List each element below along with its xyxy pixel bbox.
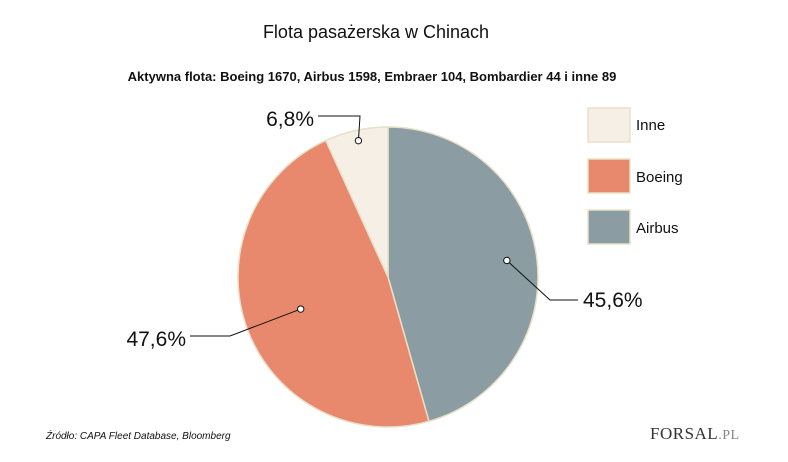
leader-dot-inne [354,136,363,145]
leader-line-boeing [190,308,301,337]
pie-slice-inne [324,126,389,278]
leader-dot-airbus [503,256,511,265]
logo-main: FORSAL [650,424,719,443]
pie-slice-airbus [387,126,539,423]
pie-slice-boeing [237,139,430,428]
legend-label-airbus: Airbus [636,220,679,237]
logo-suffix: .PL [718,428,740,443]
leader-dot-boeing [296,305,305,313]
source-note: Źródło: CAPA Fleet Database, Bloomberg [46,431,231,442]
data-label-inne: 6,8% [266,108,314,131]
data-label-airbus: 45,6% [583,289,643,312]
forsal-logo: FORSAL.PL [650,424,740,444]
data-label-boeing: 47,6% [126,328,186,351]
legend-label-boeing: Boeing [636,169,683,186]
leader-line-inne [318,115,361,141]
legend-swatch-airbus [587,209,631,245]
legend-swatch-boeing [587,158,631,194]
leader-line-airbus [506,260,578,301]
chart-title: Flota pasażerska w Chinach [262,22,490,42]
chart-subtitle: Aktywna flota: Boeing 1670, Airbus 1598,… [127,69,617,84]
legend-swatch-inne [587,107,631,143]
legend-label-inne: Inne [636,117,666,134]
